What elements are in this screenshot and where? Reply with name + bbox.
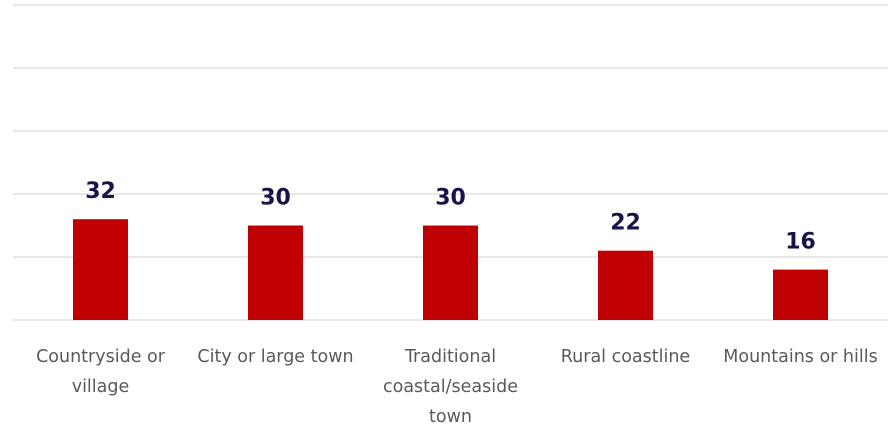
bar (73, 219, 128, 320)
data-label: 22 (610, 211, 641, 236)
data-label: 30 (260, 186, 291, 211)
data-label: 16 (785, 230, 816, 255)
x-tick-label: City or large town (197, 347, 354, 367)
bar (423, 225, 478, 320)
data-label: 32 (85, 179, 116, 204)
bar (598, 250, 653, 320)
x-tick-label: Mountains or hills (723, 347, 878, 367)
data-label: 30 (435, 186, 466, 211)
bar (248, 225, 303, 320)
x-tick-label: Rural coastline (560, 347, 691, 367)
bar (773, 269, 828, 320)
x-tick-label: Traditional coastal/seaside town (383, 347, 518, 427)
x-tick-label: Countryside or village (36, 347, 165, 397)
